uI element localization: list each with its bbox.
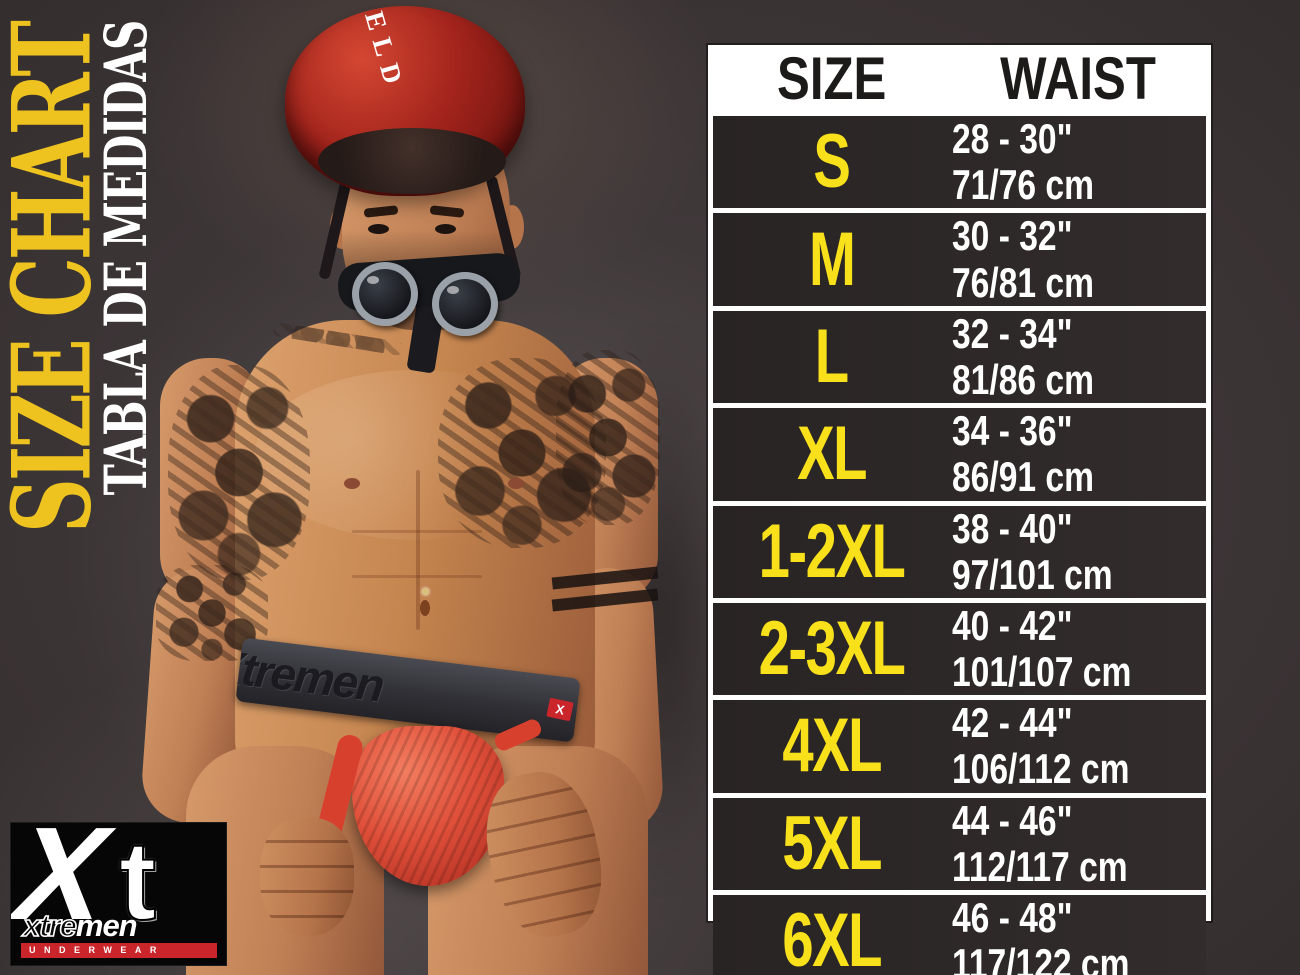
model-right-hand <box>260 818 354 936</box>
size-value: 5XL <box>781 800 882 886</box>
logo-wordmark-outline-part: xtre <box>22 908 77 943</box>
size-value: M <box>808 216 856 302</box>
waist-inches: 34 - 36" <box>951 407 1073 455</box>
waist-cm: 101/107 cm <box>951 648 1131 696</box>
size-value: 4XL <box>781 703 882 789</box>
waist-inches: 28 - 30" <box>951 115 1073 162</box>
size-value: 6XL <box>781 898 882 975</box>
table-row: S 28 - 30" 71/76 cm <box>713 115 1206 209</box>
shoulder-tattoo-graphic <box>556 350 660 525</box>
waist-inches: 46 - 48" <box>951 894 1073 941</box>
size-table: SIZE WAIST S 28 - 30" 71/76 cm M 30 - 32… <box>708 44 1211 975</box>
size-value: 1-2XL <box>758 508 905 594</box>
table-row: M 30 - 32" 76/81 cm <box>713 212 1206 306</box>
waist-inches: 44 - 46" <box>951 796 1073 844</box>
helmet-brim <box>318 128 506 194</box>
wolf-tattoo-graphic <box>168 365 310 580</box>
waist-cm: 112/117 cm <box>951 842 1128 890</box>
waist-inches: 30 - 32" <box>951 212 1073 260</box>
waist-cm: 86/91 cm <box>951 453 1094 501</box>
goggles-left-lens <box>352 262 418 326</box>
abs-line <box>352 530 482 533</box>
logo-t-letter: t <box>118 822 157 943</box>
xtremen-logo: X t xtremen UNDERWEAR <box>10 822 227 966</box>
logo-wordmark-solid-part: men <box>75 908 138 943</box>
nipple <box>508 478 524 489</box>
size-value: S <box>813 119 851 205</box>
waist-inches: 40 - 42" <box>951 601 1073 649</box>
waist-cm: 76/81 cm <box>951 258 1094 306</box>
table-row: XL 34 - 36" 86/91 cm <box>713 407 1206 501</box>
jockstrap-pouch <box>352 726 504 886</box>
waist-inches: 42 - 44" <box>951 699 1073 747</box>
size-value: 2-3XL <box>758 606 905 692</box>
navel <box>420 600 430 616</box>
waist-inches: 32 - 34" <box>951 309 1073 357</box>
waist-cm: 97/101 cm <box>951 550 1113 598</box>
eye <box>368 224 389 234</box>
goggles-right-lens <box>432 272 498 336</box>
abs-line <box>352 575 482 578</box>
table-row: 1-2XL 38 - 40" 97/101 cm <box>713 504 1206 598</box>
waist-cm: 81/86 cm <box>951 355 1094 403</box>
table-row: 5XL 44 - 46" 112/117 cm <box>713 796 1206 890</box>
waist-cm: 117/122 cm <box>951 940 1130 975</box>
size-column-header: SIZE <box>776 44 886 112</box>
table-row: 2-3XL 40 - 42" 101/107 cm <box>713 601 1206 696</box>
navel-piercing <box>422 588 429 595</box>
eye <box>435 224 456 234</box>
logo-wordmark: xtremen <box>22 908 138 943</box>
waist-cm: 106/112 cm <box>951 745 1130 793</box>
size-table-header: SIZE WAIST <box>713 44 1206 112</box>
waist-inches: 38 - 40" <box>951 504 1073 552</box>
table-row: L 32 - 34" 81/86 cm <box>713 309 1206 404</box>
nipple <box>344 478 360 489</box>
abs-line <box>416 470 420 630</box>
waist-cm: 71/76 cm <box>951 161 1094 209</box>
table-row: 4XL 42 - 44" 106/112 cm <box>713 699 1206 793</box>
logo-underwear-banner: UNDERWEAR <box>21 943 217 958</box>
waist-column-header: WAIST <box>999 44 1156 112</box>
table-row: 6XL 46 - 48" 117/122 cm <box>713 894 1206 975</box>
size-value: XL <box>796 411 867 497</box>
size-value: L <box>814 313 849 399</box>
page-subtitle-spanish: TABLA DE MEDIDAS <box>92 20 160 496</box>
